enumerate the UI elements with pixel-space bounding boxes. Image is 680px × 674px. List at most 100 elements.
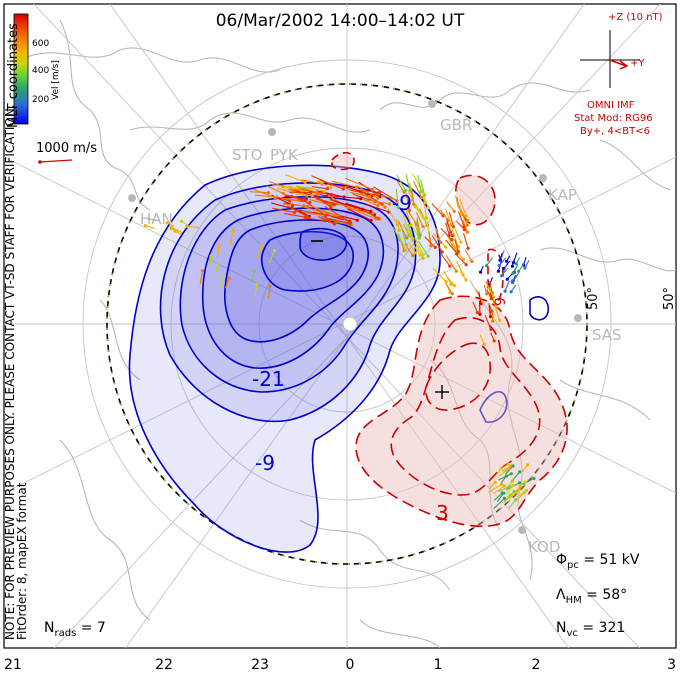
velocity-vector-origin	[509, 472, 513, 476]
velocity-vector-origin	[355, 185, 359, 189]
velocity-vector-origin	[377, 190, 382, 194]
velocity-vector-origin	[220, 276, 224, 280]
colorbar-label: Vel [m/s]	[51, 60, 61, 100]
velocity-vector	[493, 498, 505, 510]
velocity-vector-origin	[505, 277, 509, 281]
velocity-vector-origin	[306, 215, 310, 219]
velocity-vector-origin	[231, 228, 235, 232]
velocity-vector	[387, 208, 398, 225]
velocity-vector-origin	[502, 496, 507, 500]
velocity-vector-origin	[514, 498, 518, 502]
velocity-vector	[324, 206, 351, 223]
velocity-vector	[411, 173, 421, 187]
velocity-vector	[457, 211, 465, 227]
velocity-vector-origin	[200, 269, 204, 273]
velocity-vector-origin	[216, 262, 220, 266]
velocity-vector-origin	[404, 248, 408, 252]
velocity-vector	[347, 208, 372, 221]
velocity-vector-origin	[371, 212, 375, 216]
velocity-vector-origin	[526, 463, 530, 467]
velocity-vector-origin	[466, 219, 470, 223]
velocity-vector-origin	[449, 282, 453, 286]
neg-contour-6	[260, 230, 354, 292]
velocity-vector-origin	[426, 206, 430, 210]
velocity-vector-origin	[462, 228, 467, 232]
velocity-vector	[444, 208, 452, 226]
velocity-colorbar: 200 400 600 Vel [m/s]	[13, 13, 61, 125]
velocity-vector-origin	[466, 246, 470, 250]
velocity-vector-origin	[519, 485, 523, 489]
velocity-vector-origin	[459, 212, 463, 216]
velocity-vector-origin	[310, 193, 314, 198]
velocity-vector	[454, 252, 467, 266]
velocity-vector	[254, 284, 258, 298]
stat-phi-pc: Φpc = 51 kV	[556, 552, 640, 571]
stats-panel: Φpc = 51 kV ΛHM = 58° Nvc = 321 Nrads = …	[44, 552, 640, 639]
velocity-vector	[270, 202, 301, 212]
velocity-vector-origin	[255, 282, 259, 286]
velocity-vector	[495, 308, 501, 321]
neg-contour-4	[201, 207, 385, 369]
velocity-vector-origin	[317, 193, 321, 197]
velocity-vector-origin	[417, 235, 421, 239]
radar-labels: STO PYK GBR KAP HAN SAS KOD	[140, 116, 622, 556]
velocity-vector-origin	[475, 310, 479, 315]
velocity-vector-origin	[333, 213, 337, 217]
velocity-vector	[454, 238, 459, 252]
velocity-vector	[199, 270, 203, 284]
velocity-vector-origin	[449, 223, 453, 227]
velocity-vector-origin	[450, 234, 455, 238]
velocity-vector	[405, 193, 411, 211]
velocity-vector	[145, 225, 156, 230]
neg-contour-7	[299, 227, 347, 261]
velocity-vector	[266, 185, 284, 195]
velocity-vector	[317, 190, 345, 198]
velocity-vector	[254, 194, 277, 198]
velocity-vector	[488, 305, 492, 317]
velocity-vector	[511, 272, 520, 282]
velocity-vector-origin	[439, 240, 443, 244]
velocity-vector-origin	[252, 269, 256, 273]
velocity-vector-origin	[369, 209, 373, 213]
velocity-vector	[404, 244, 414, 256]
velocity-vector	[251, 271, 255, 282]
velocity-vector-origin	[448, 264, 452, 268]
velocity-vector	[413, 180, 422, 198]
velocity-vector	[397, 233, 407, 251]
velocity-vector	[456, 220, 465, 230]
velocity-vector	[208, 256, 212, 268]
velocity-vector-origin	[498, 318, 502, 322]
velocity-vector-origin	[404, 188, 408, 192]
velocity-vector-origin	[300, 198, 304, 202]
velocity-vector	[284, 212, 306, 218]
velocity-vector	[216, 245, 220, 258]
velocity-vector	[411, 187, 415, 205]
velocity-vector	[334, 221, 352, 226]
velocity-vector-origin	[450, 292, 454, 296]
velocity-vector	[362, 209, 378, 219]
velocity-vector-origin	[348, 220, 353, 224]
velocity-vector-origin	[461, 257, 466, 261]
velocity-vector	[303, 217, 330, 222]
neg-contour-9	[479, 390, 508, 423]
mlt-tick-21: 21	[4, 657, 22, 673]
velocity-vector	[301, 179, 323, 185]
velocity-vector-origin	[532, 476, 536, 481]
velocity-vector-origin	[511, 271, 515, 276]
pos-maximum-marker	[435, 385, 449, 399]
velocity-vector	[440, 253, 451, 267]
velocity-vector	[284, 174, 306, 183]
velocity-vector	[478, 300, 481, 315]
preview-note: NOTE: FOR PREVIEW PURPOSES ONLY. PLEASE …	[3, 104, 17, 640]
radar-label-sto: STO	[232, 146, 263, 164]
velocity-vector-origin	[424, 221, 428, 225]
colorbar-gradient	[13, 13, 29, 125]
velocity-vector	[170, 226, 183, 234]
velocity-vector-origin	[396, 205, 400, 210]
velocity-vector-origin	[289, 185, 293, 189]
velocity-vector	[431, 235, 443, 253]
velocity-vector	[405, 228, 414, 241]
velocity-vector-origin	[333, 222, 337, 226]
velocity-vector	[365, 203, 390, 213]
velocity-vector	[484, 315, 492, 330]
